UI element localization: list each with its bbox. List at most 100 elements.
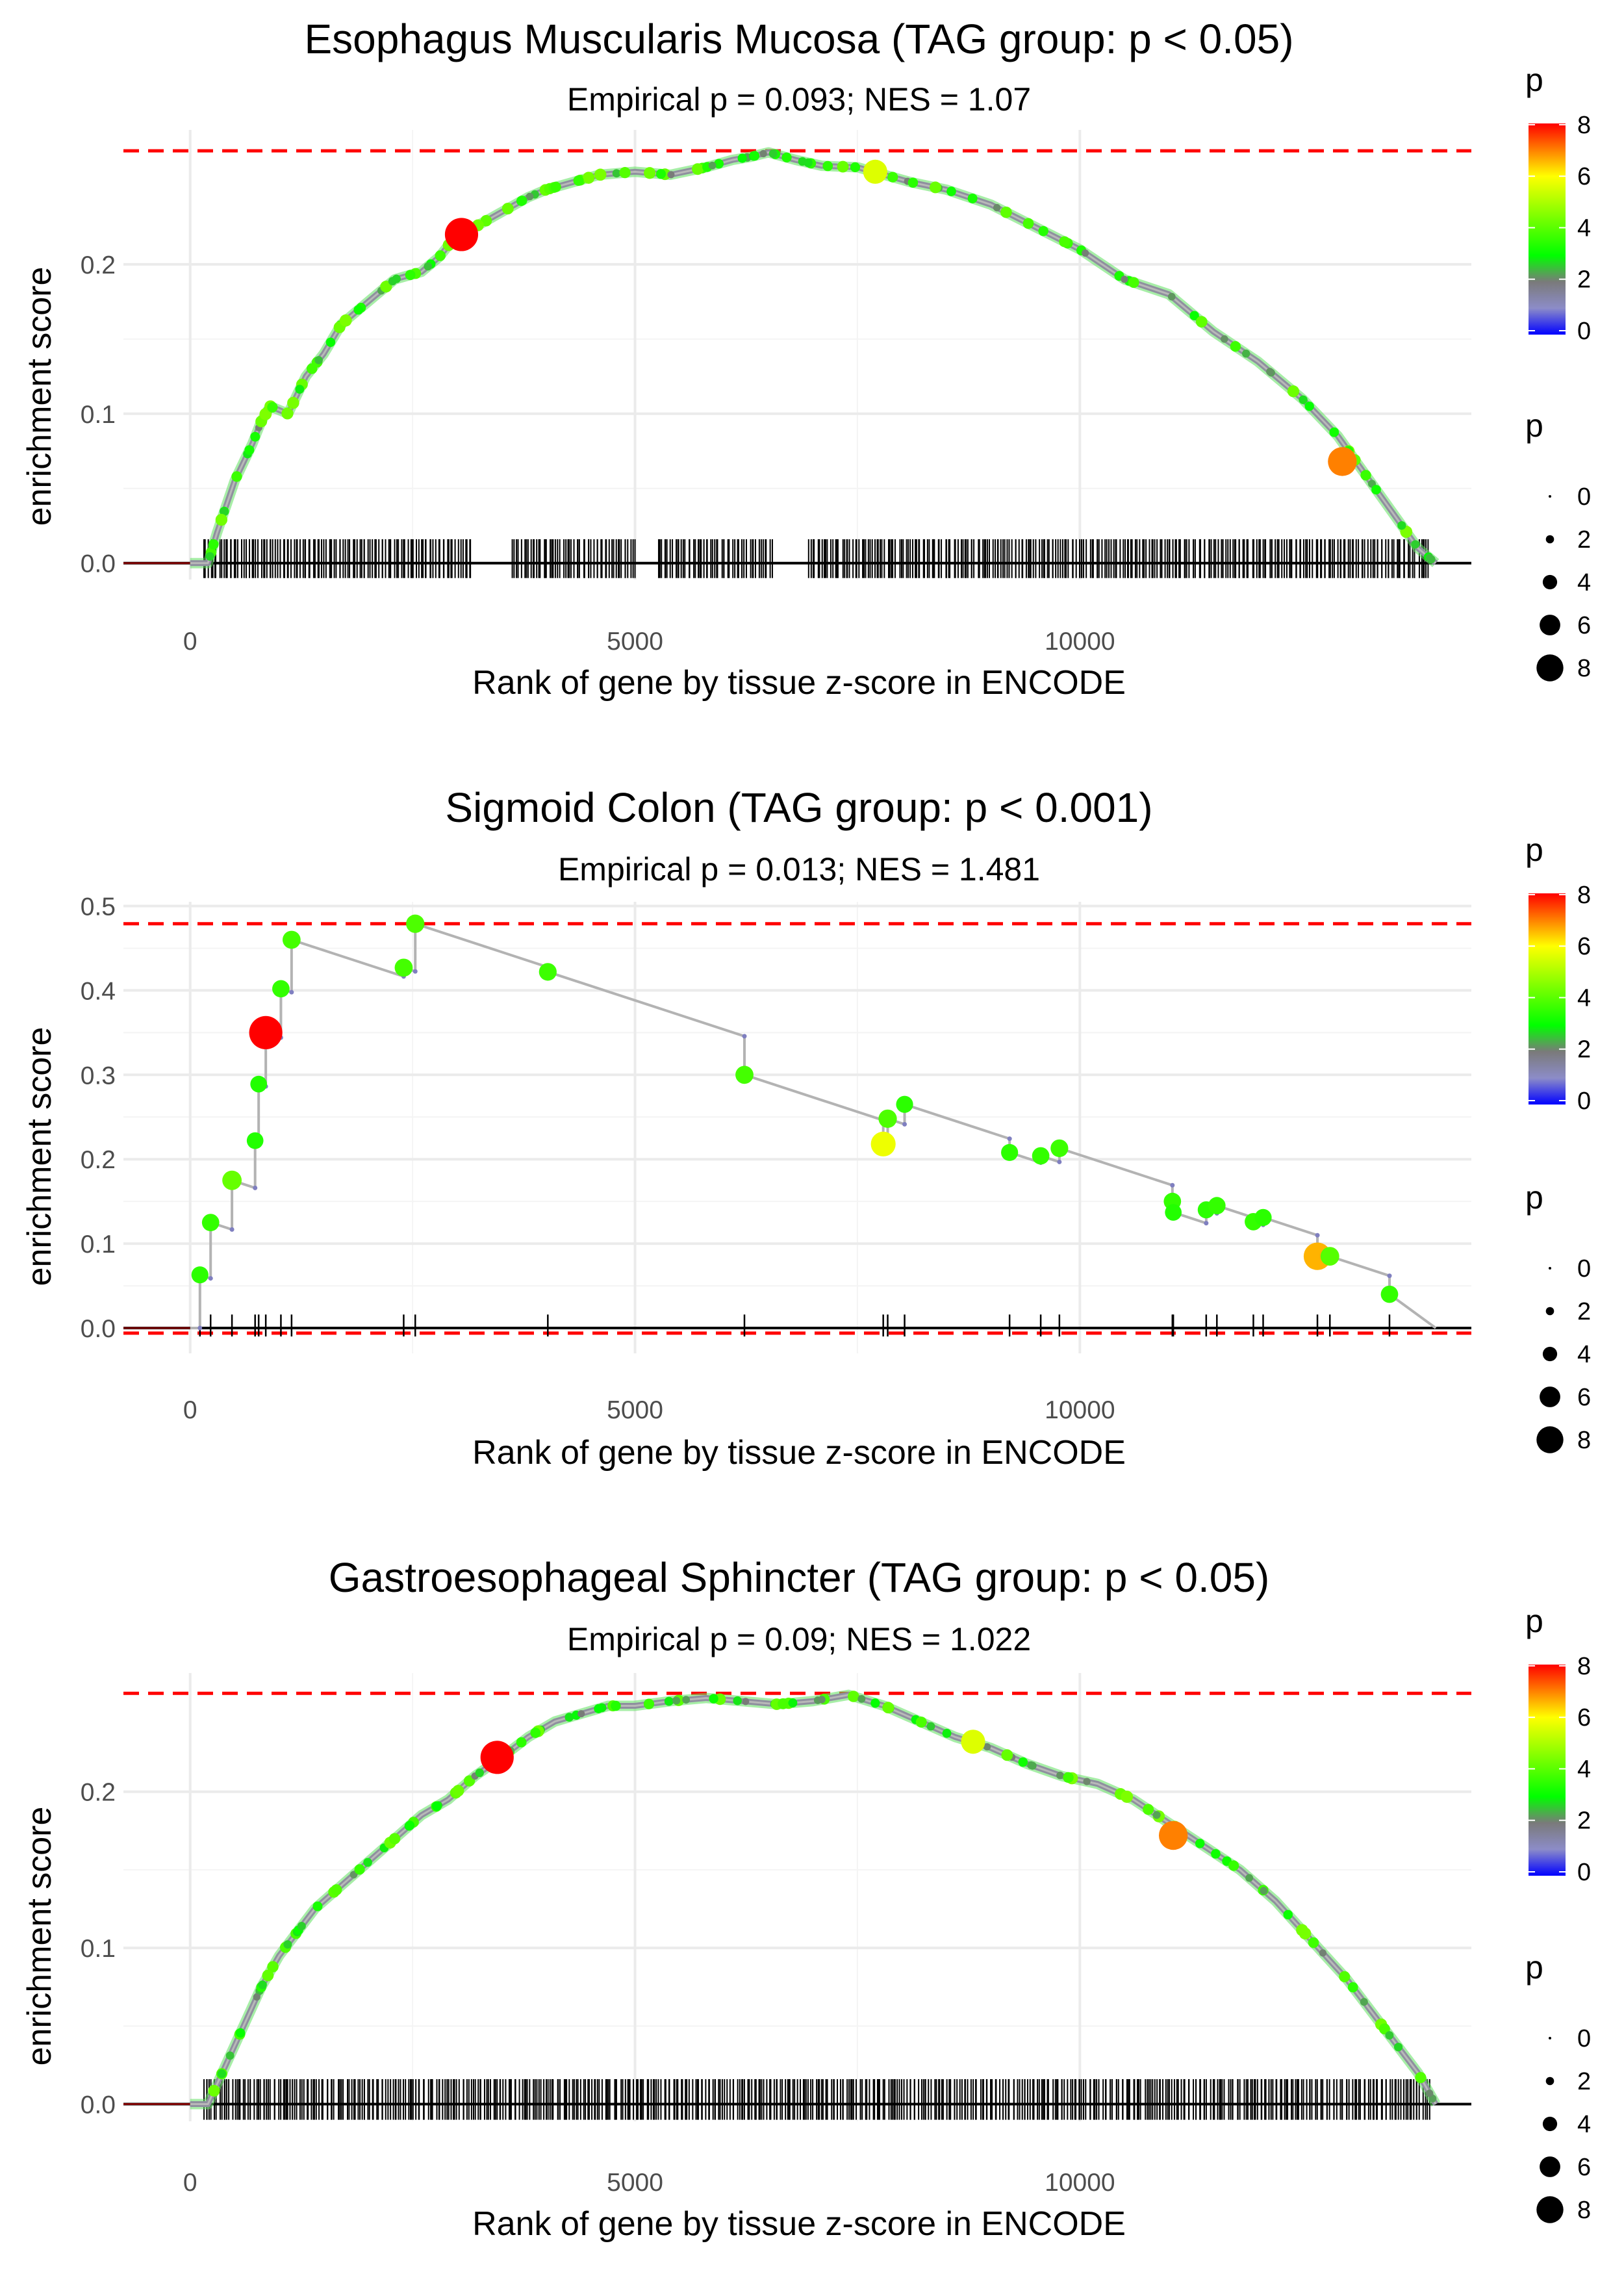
size-legend-label: 2: [1577, 526, 1591, 554]
hit-point: [249, 1016, 283, 1049]
hit-point: [539, 963, 557, 981]
hit-point: [1242, 350, 1250, 358]
size-legend-label: 8: [1577, 655, 1591, 682]
hit-point: [295, 385, 305, 394]
hit-point: [516, 1737, 527, 1748]
hit-point: [929, 181, 942, 194]
low-point: [229, 1227, 235, 1232]
hit-point: [781, 152, 792, 162]
color-legend-label: 0: [1577, 318, 1591, 345]
size-legend-label: 4: [1577, 569, 1591, 596]
y-axis-label: enrichment score: [21, 1807, 58, 2066]
hit-point: [1371, 485, 1381, 495]
hit-point: [643, 1698, 655, 1709]
hit-point: [452, 1785, 464, 1797]
hit-point: [733, 1696, 742, 1706]
size-legend: p 0 2 4 6 8: [1525, 1179, 1591, 1454]
hit-point: [267, 402, 278, 413]
hit-point: [1397, 521, 1406, 530]
hit-point: [475, 1768, 484, 1778]
hit-point: [594, 1704, 603, 1713]
hit-point: [1221, 335, 1228, 343]
hit-point: [709, 1694, 718, 1704]
hit-point: [208, 539, 219, 550]
x-tick-label: 5000: [607, 2169, 663, 2197]
low-point: [902, 1121, 907, 1127]
hit-point: [735, 1066, 754, 1084]
x-tick-label: 0: [183, 1396, 197, 1424]
hit-point: [405, 1820, 415, 1830]
hit-point: [1082, 249, 1089, 257]
hit-point: [682, 1696, 691, 1704]
highlight-point: [961, 1730, 985, 1754]
hit-point: [1167, 292, 1176, 301]
hit-point: [619, 167, 631, 179]
panel-sigmoid-colon: Sigmoid Colon (TAG group: p < 0.001) Emp…: [21, 784, 1471, 1472]
y-tick-label: 0.2: [81, 251, 116, 279]
size-legend-label: 2: [1577, 1298, 1591, 1325]
size-legend-dot: [1549, 2037, 1551, 2039]
low-point: [1315, 1233, 1320, 1238]
hit-point: [526, 192, 534, 201]
size-legend-dot: [1542, 1346, 1558, 1362]
size-legend-title: p: [1525, 1179, 1543, 1216]
hit-point: [582, 172, 595, 184]
color-bar: [1529, 1665, 1566, 1876]
size-legend-dot: [1542, 2116, 1558, 2132]
hit-point: [750, 151, 760, 161]
hit-point: [208, 2084, 220, 2097]
size-legend-label: 6: [1577, 2154, 1591, 2181]
low-point: [289, 990, 294, 995]
chart-title: Gastroesophageal Sphincter (TAG group: p…: [329, 1554, 1270, 1601]
hit-point: [405, 270, 416, 281]
hit-point: [1121, 275, 1128, 283]
hit-point: [967, 193, 978, 203]
hit-point: [926, 1722, 935, 1731]
hit-point: [870, 1698, 880, 1708]
hit-point: [1320, 1247, 1339, 1266]
hit-point: [611, 1700, 621, 1711]
hit-point: [331, 1884, 342, 1896]
x-axis-label: Rank of gene by tissue z-score in ENCODE: [472, 2205, 1126, 2243]
x-tick-label: 10000: [1045, 628, 1115, 656]
hit-point: [1299, 395, 1308, 404]
hit-rug: [203, 539, 1429, 578]
hit-point: [667, 171, 675, 179]
hit-point: [349, 1871, 358, 1879]
hit-point: [1380, 1285, 1399, 1303]
hit-point: [1230, 341, 1241, 352]
hit-point: [946, 186, 956, 196]
hit-point: [530, 1728, 541, 1738]
x-tick-label: 0: [183, 2169, 197, 2197]
hit-point: [1000, 206, 1012, 218]
color-legend-title: p: [1525, 832, 1543, 868]
color-legend-label: 8: [1577, 112, 1591, 139]
hit-rug: [203, 2079, 1430, 2120]
low-point: [1204, 1221, 1209, 1226]
hit-point: [1329, 427, 1339, 437]
hit-point: [837, 160, 849, 173]
hit-point: [1032, 1147, 1050, 1165]
es-curve: [190, 149, 1438, 567]
hit-point: [353, 305, 364, 315]
plot-area: 0 5000 10000 0.0 0.1 0.2 0.3 0.4 0.5: [81, 893, 1471, 1424]
color-legend: p 8 6 4 2 0: [1525, 62, 1591, 345]
low-point: [412, 969, 418, 974]
x-tick-label: 10000: [1045, 2169, 1115, 2197]
color-legend-label: 0: [1577, 1859, 1591, 1886]
size-legend-label: 8: [1577, 2197, 1591, 2224]
hit-point: [354, 1864, 365, 1875]
hit-point: [282, 930, 301, 949]
hit-point: [267, 1961, 279, 1973]
hit-point: [287, 396, 299, 409]
low-point: [742, 1034, 747, 1039]
hit-point: [878, 1109, 897, 1128]
hit-point: [550, 181, 561, 192]
low-point: [1007, 1136, 1012, 1142]
hit-point: [818, 1696, 826, 1704]
hit-point: [1378, 2023, 1390, 2035]
hit-point: [1143, 1804, 1154, 1815]
color-legend-label: 8: [1577, 1653, 1591, 1680]
hit-point: [1425, 2089, 1434, 2097]
